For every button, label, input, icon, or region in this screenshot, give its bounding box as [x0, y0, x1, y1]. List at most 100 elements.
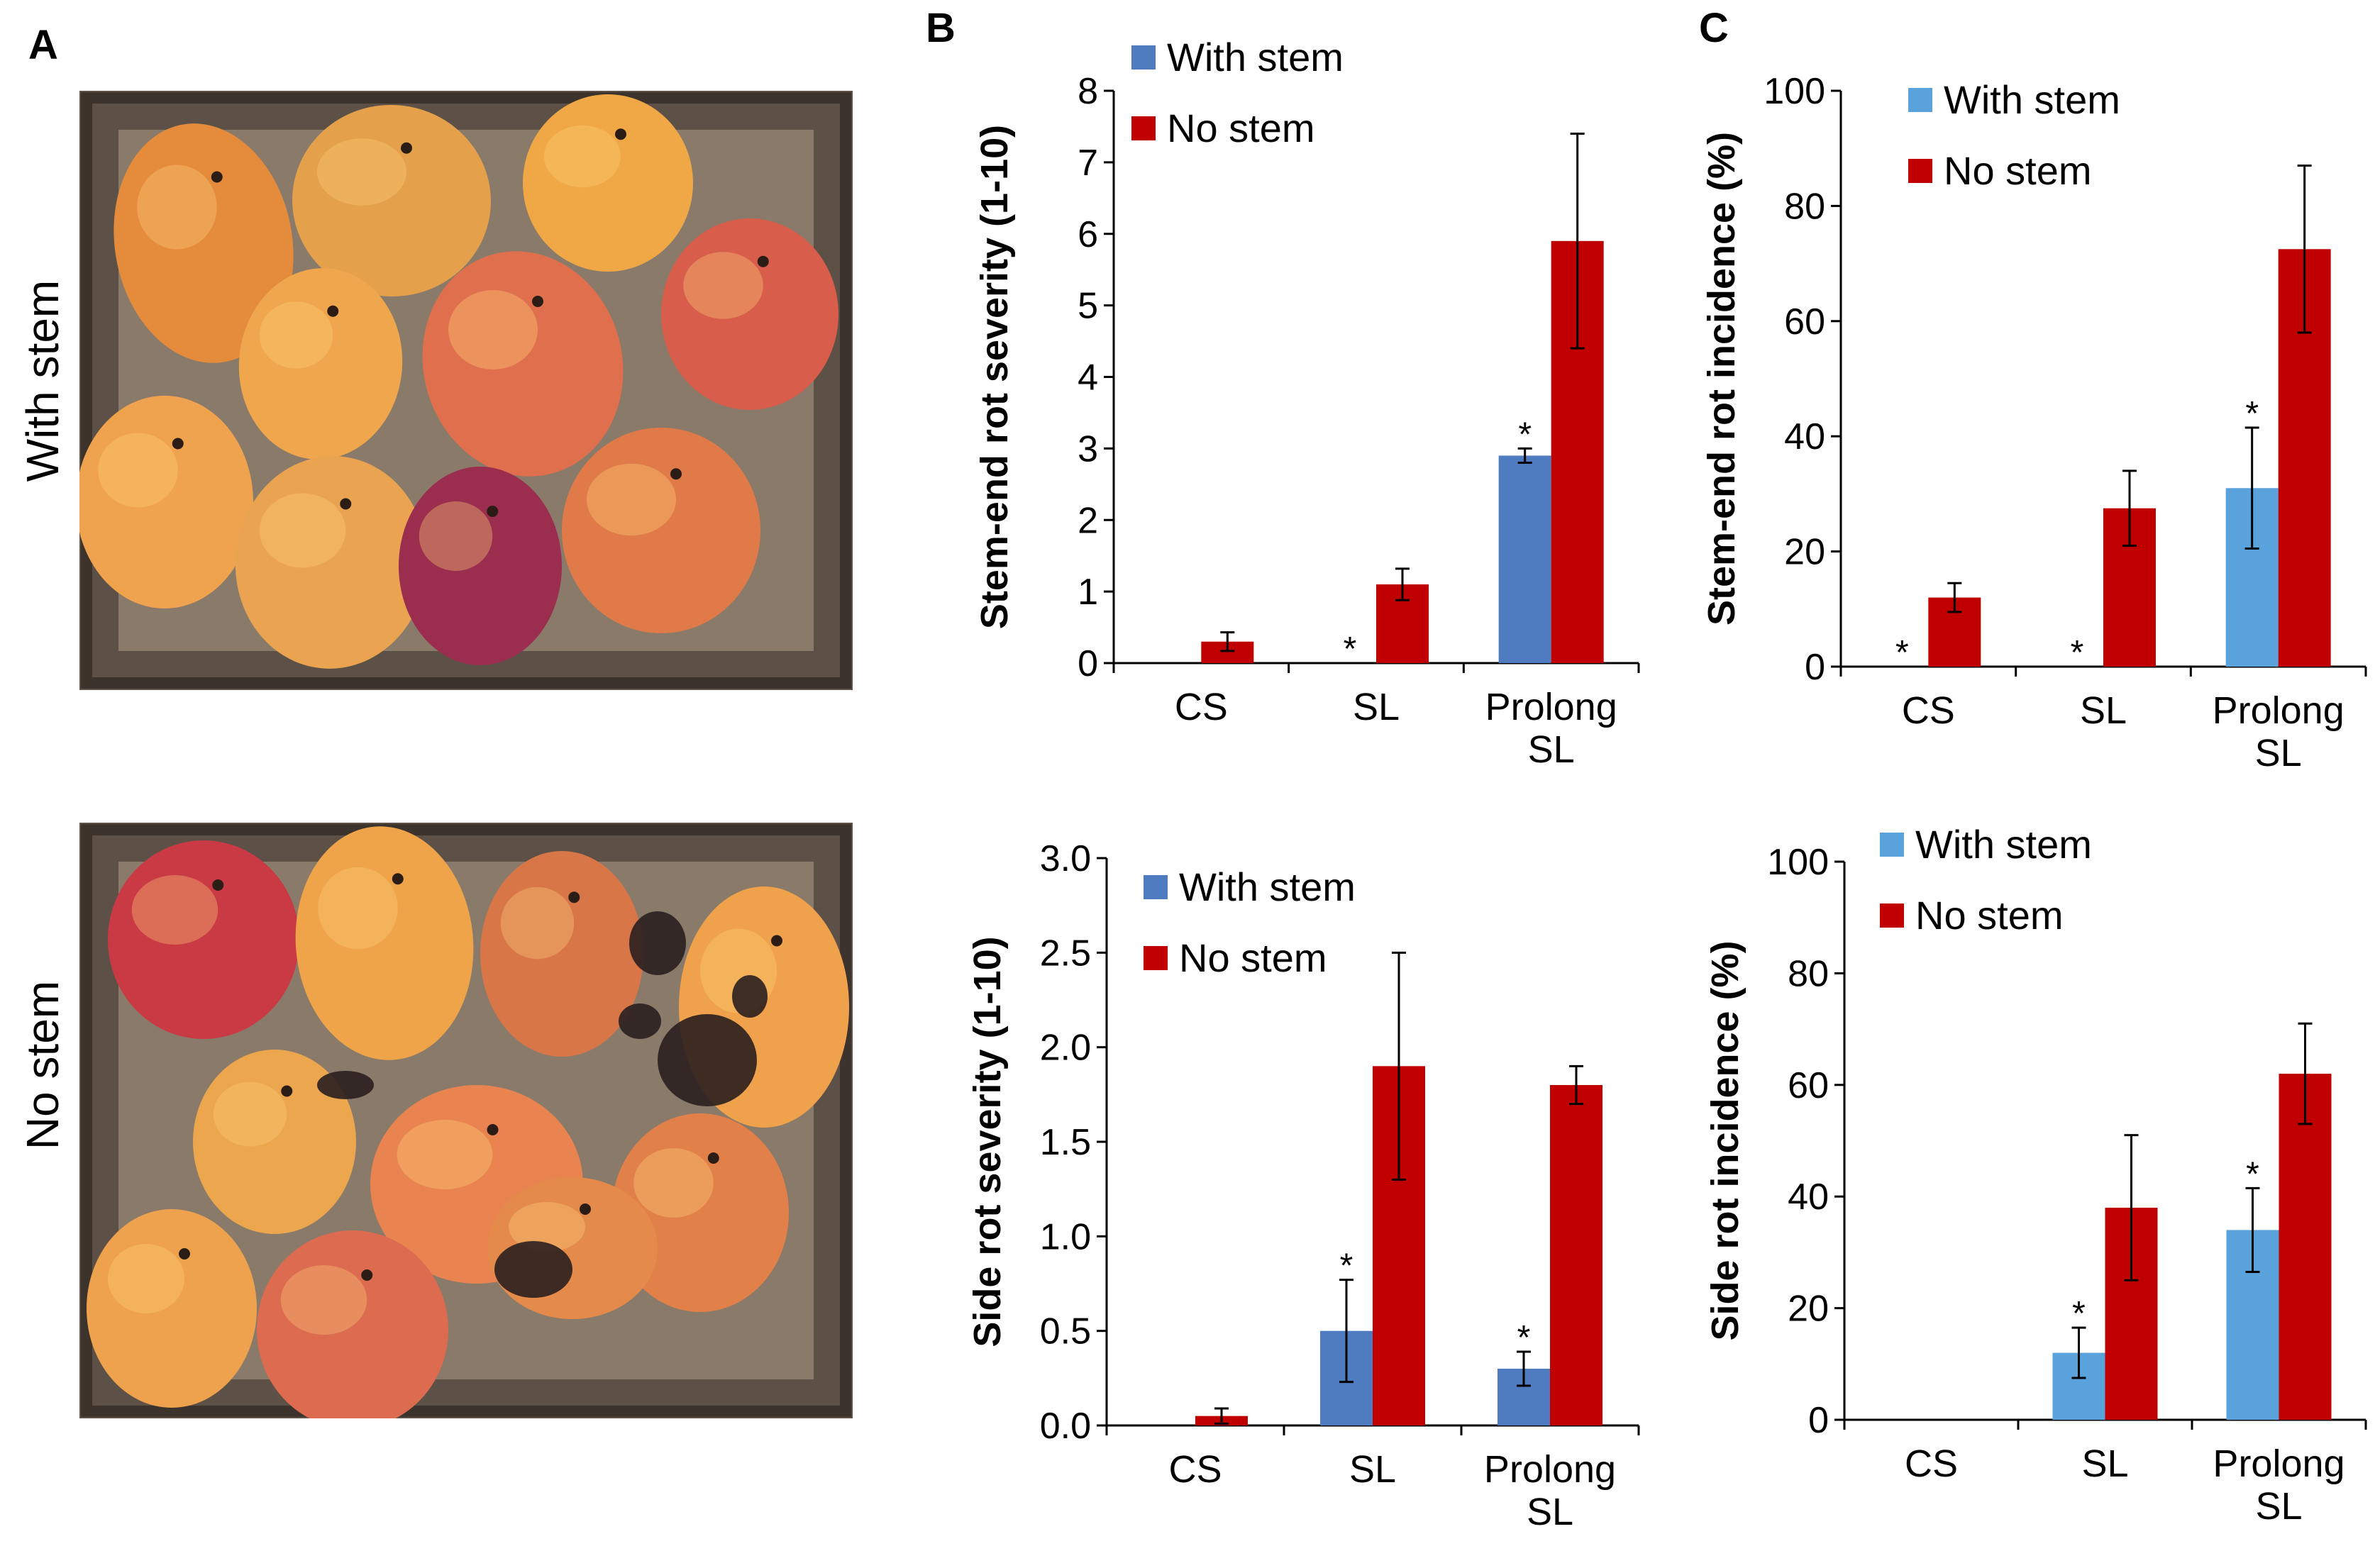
- mango-stem-end: [580, 1203, 591, 1215]
- box-edge: [81, 92, 851, 689]
- panel-label-c: C: [1699, 5, 1729, 51]
- mango-stem-end: [771, 935, 782, 947]
- y-tick-label: 1.5: [1040, 1122, 1091, 1163]
- mango-highlight: [108, 1244, 184, 1313]
- y-tick-label: 2.0: [1040, 1028, 1091, 1069]
- mango-stem-end: [401, 142, 412, 154]
- x-tick-label: CS: [1902, 689, 1955, 732]
- bar: [1498, 455, 1551, 663]
- bar: [2279, 1074, 2332, 1420]
- significance-marker: *: [2246, 1155, 2259, 1193]
- mango-stem-end: [281, 1085, 293, 1097]
- mango-fruit: [257, 1230, 448, 1418]
- y-tick-label: 40: [1784, 416, 1825, 457]
- mango-body: [661, 218, 838, 410]
- y-axis-label: Stem-end rot severity (1-10): [973, 125, 1016, 629]
- legend-label: No stem: [1915, 893, 2064, 938]
- mango-stem-end: [179, 1248, 190, 1260]
- legend-label: No stem: [1944, 148, 2092, 193]
- x-tick-label: SL: [2080, 689, 2127, 732]
- y-tick-label: 0.0: [1040, 1406, 1091, 1447]
- mango-highlight: [509, 1202, 585, 1252]
- mango-fruit: [480, 851, 643, 1057]
- mango-body: [422, 251, 624, 477]
- mango-body: [193, 1050, 356, 1234]
- rot-spot: [494, 1241, 572, 1298]
- y-tick-label: 3.0: [1040, 838, 1091, 879]
- significance-marker: *: [1344, 630, 1357, 668]
- mango-photo-no-stem: [79, 823, 853, 1418]
- x-tick-label: Prolong: [2213, 689, 2344, 732]
- y-tick-label: 1.0: [1040, 1216, 1091, 1257]
- row-label-with-stem: With stem: [17, 279, 68, 482]
- y-tick-label: 20: [1788, 1289, 1829, 1330]
- legend-label: With stem: [1944, 77, 2120, 122]
- x-tick-label: CS: [1175, 686, 1228, 728]
- mango-highlight: [317, 138, 406, 206]
- mango-stem-end: [757, 255, 769, 267]
- rot-spot: [732, 975, 768, 1018]
- mango-stem-end: [327, 305, 339, 317]
- mango-body: [399, 467, 562, 665]
- bar: [1550, 1085, 1602, 1425]
- legend-swatch: [1908, 88, 1932, 112]
- mango-highlight: [259, 493, 346, 568]
- mango-highlight: [213, 1082, 287, 1147]
- y-axis-label: Side rot severity (1-10): [966, 936, 1009, 1347]
- mango-fruit: [79, 396, 253, 608]
- x-tick-label: SL: [1528, 728, 1575, 771]
- mango-fruit: [235, 456, 428, 669]
- mango-highlight: [500, 886, 575, 960]
- y-tick-label: 100: [1767, 842, 1829, 883]
- mango-fruit: [422, 251, 624, 477]
- y-tick-label: 5: [1078, 286, 1098, 327]
- x-tick-label: Prolong: [1484, 1448, 1616, 1491]
- mango-body: [238, 268, 403, 460]
- significance-marker: *: [2072, 1295, 2086, 1333]
- mango-stem-end: [615, 128, 626, 140]
- legend-label: With stem: [1915, 822, 2092, 867]
- mango-fruit: [295, 826, 474, 1060]
- mango-fruit: [114, 123, 294, 363]
- y-axis-label: Side rot incidence (%): [1704, 940, 1746, 1340]
- y-tick-label: 80: [1788, 953, 1829, 994]
- mango-stem-end: [670, 468, 682, 480]
- significance-marker: *: [2071, 634, 2084, 672]
- legend-label: No stem: [1179, 935, 1327, 980]
- y-tick-label: 100: [1764, 71, 1825, 112]
- x-tick-label: SL: [1353, 686, 1400, 728]
- mango-stem-end: [212, 879, 224, 891]
- mango-body: [562, 428, 760, 633]
- y-tick-label: 6: [1078, 214, 1098, 255]
- x-tick-label: Prolong: [1485, 686, 1617, 728]
- mango-highlight: [587, 463, 676, 536]
- mango-body: [235, 456, 428, 669]
- mango-highlight: [683, 252, 763, 319]
- mango-highlight: [280, 1265, 367, 1335]
- rot-spot: [629, 911, 686, 975]
- x-tick-label: SL: [1349, 1448, 1396, 1491]
- mango-stem-end: [568, 891, 580, 903]
- x-tick-label: SL: [2081, 1442, 2128, 1485]
- mango-fruit: [399, 467, 562, 665]
- mango-photo-with-stem: [79, 91, 853, 690]
- rot-spot: [658, 1014, 757, 1106]
- mango-stem-end: [532, 296, 543, 307]
- y-tick-label: 8: [1078, 71, 1098, 112]
- y-tick-label: 2.5: [1040, 933, 1091, 974]
- y-tick-label: 3: [1078, 428, 1098, 469]
- legend-swatch: [1880, 903, 1904, 928]
- y-tick-label: 7: [1078, 143, 1098, 184]
- y-tick-label: 40: [1788, 1177, 1829, 1218]
- panel-label-a: A: [28, 22, 58, 68]
- panel-label-b: B: [926, 5, 956, 51]
- mango-stem-end: [487, 1124, 499, 1135]
- legend-swatch: [1144, 946, 1168, 970]
- mango-highlight: [98, 433, 178, 508]
- chart-side-rot-severity: 0.00.51.01.52.02.53.0CS SL ProlongSL**Side…: [966, 838, 1640, 1533]
- mango-fruit: [661, 218, 838, 410]
- mango-fruit: [108, 840, 299, 1039]
- mango-body: [87, 1209, 257, 1408]
